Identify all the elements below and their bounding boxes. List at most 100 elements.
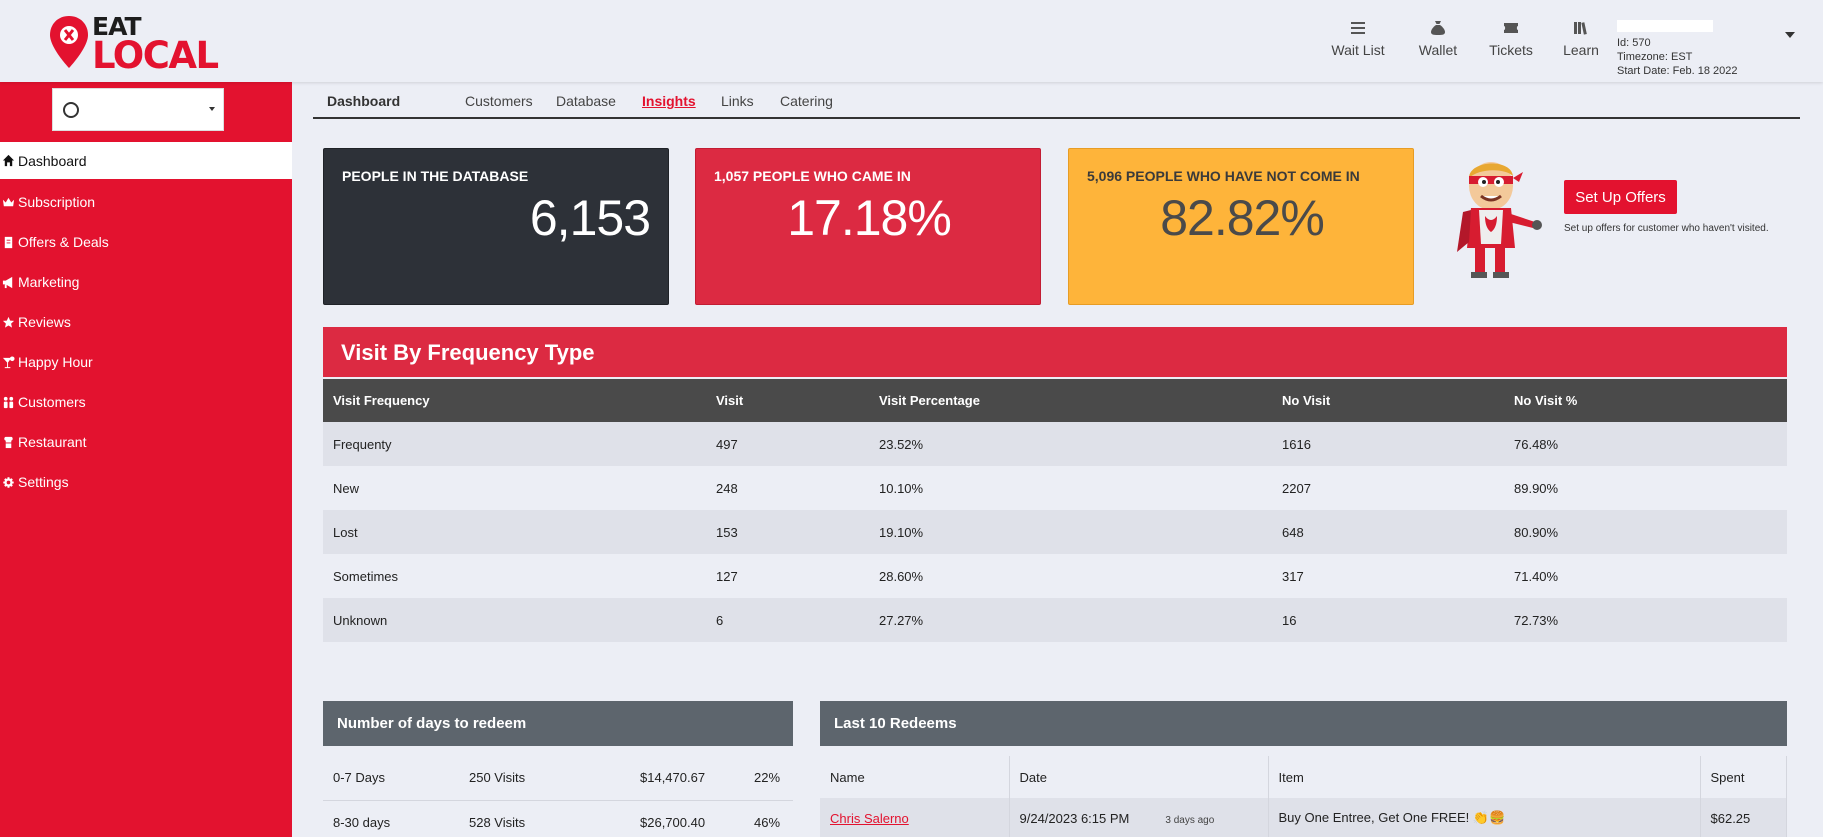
sidebar-item-settings[interactable]: Settings xyxy=(0,462,292,502)
last-redeems-table: Name Date Item Spent Chris Salerno 9/24/… xyxy=(820,756,1787,837)
table-cell: 0-7 Days xyxy=(323,756,459,801)
ticket-icon xyxy=(1504,23,1518,33)
column-header: Visit Frequency xyxy=(323,379,706,422)
nav-wallet[interactable]: Wallet xyxy=(1412,20,1464,58)
tab-database[interactable]: Database xyxy=(556,93,616,109)
sidebar-item-happy-hour[interactable]: Happy Hour xyxy=(0,342,292,382)
frequency-section-title: Visit By Frequency Type xyxy=(323,327,1787,377)
nav-wait-list-label: Wait List xyxy=(1331,42,1385,58)
tab-customers[interactable]: Customers xyxy=(465,93,533,109)
table-row: Unknown 6 27.27% 16 72.73% xyxy=(323,598,1787,642)
sidebar-item-marketing[interactable]: Marketing xyxy=(0,262,292,302)
sidebar-item-label: Subscription xyxy=(18,194,96,210)
table-cell: 2207 xyxy=(1272,466,1504,510)
table-cell: Lost xyxy=(323,510,706,554)
table-cell: Chris Salerno xyxy=(820,798,1010,837)
column-header: Visit xyxy=(706,379,869,422)
store-selector[interactable] xyxy=(52,88,224,131)
table-row: New 248 10.10% 2207 89.90% xyxy=(323,466,1787,510)
chevron-down-icon xyxy=(209,107,215,111)
superhero-mascot-image xyxy=(1457,162,1542,278)
table-cell: 89.90% xyxy=(1504,466,1787,510)
stat-card-not-come-in: 5,096 PEOPLE WHO HAVE NOT COME IN 82.82% xyxy=(1068,148,1414,305)
sidebar-item-dashboard[interactable]: Dashboard xyxy=(0,142,292,179)
coupon-icon xyxy=(4,236,13,248)
sidebar: Dashboard Subscription Offers & Deals Ma… xyxy=(0,82,292,837)
table-cell: 27.27% xyxy=(869,598,1272,642)
subnav-dashboard[interactable]: Dashboard xyxy=(327,93,401,109)
table-cell: New xyxy=(323,466,706,510)
column-header: Visit Percentage xyxy=(869,379,1272,422)
list-icon xyxy=(1351,22,1365,34)
sidebar-item-reviews[interactable]: Reviews xyxy=(0,302,292,342)
crown-icon xyxy=(2,197,15,206)
account-timezone: Timezone: EST xyxy=(1617,51,1693,63)
top-nav: Wait List Wallet Tickets Learn xyxy=(1322,20,1622,58)
column-header: Name xyxy=(820,756,1010,798)
account-menu[interactable]: Id: 570 Timezone: EST Start Date: Feb. 1… xyxy=(1617,20,1795,78)
sidebar-item-customers[interactable]: Customers xyxy=(0,382,292,422)
table-cell: $14,470.67 xyxy=(630,756,744,801)
nav-tickets[interactable]: Tickets xyxy=(1482,20,1540,58)
table-cell: 23.52% xyxy=(869,422,1272,466)
location-pin-icon xyxy=(50,16,88,68)
tab-links[interactable]: Links xyxy=(721,93,754,109)
nav-wait-list[interactable]: Wait List xyxy=(1322,20,1394,58)
eat-local-logo[interactable]: EAT LOCAL xyxy=(48,12,228,77)
sidebar-item-label: Reviews xyxy=(18,314,71,330)
globe-icon xyxy=(63,102,79,118)
redeem-relative-time: 3 days ago xyxy=(1165,814,1215,826)
sidebar-item-label: Settings xyxy=(18,474,69,490)
table-cell: Sometimes xyxy=(323,554,706,598)
table-cell: Frequenty xyxy=(323,422,706,466)
days-to-redeem-table: 0-7 Days 250 Visits $14,470.67 22% 8-30 … xyxy=(323,756,793,837)
set-up-offers-button[interactable]: Set Up Offers xyxy=(1564,180,1677,214)
nav-learn-label: Learn xyxy=(1563,42,1599,58)
tab-catering[interactable]: Catering xyxy=(780,93,833,109)
sidebar-item-offers-deals[interactable]: Offers & Deals xyxy=(0,222,292,262)
stat-label: PEOPLE IN THE DATABASE xyxy=(342,168,529,184)
table-cell: $26,700.40 xyxy=(630,800,744,837)
top-bar: EAT LOCAL Wait List Wallet Tickets Learn… xyxy=(0,0,1823,82)
nav-learn[interactable]: Learn xyxy=(1558,20,1604,58)
table-row: 0-7 Days 250 Visits $14,470.67 22% xyxy=(323,756,793,801)
sidebar-item-label: Marketing xyxy=(18,274,80,290)
table-cell: $62.25 xyxy=(1700,798,1787,837)
stat-value: 17.18% xyxy=(787,190,952,246)
table-cell: 8-30 days xyxy=(323,800,459,837)
set-up-offers-description: Set up offers for customer who haven't v… xyxy=(1564,223,1769,234)
cocktail-icon xyxy=(2,355,15,368)
table-cell: 250 Visits xyxy=(459,756,630,801)
table-cell: Buy One Entree, Get One FREE! 👏🍔 xyxy=(1268,798,1701,837)
table-cell: 10.10% xyxy=(869,466,1272,510)
tab-insights[interactable]: Insights xyxy=(642,93,696,109)
stat-label: 1,057 PEOPLE WHO CAME IN xyxy=(714,168,911,184)
sidebar-item-restaurant[interactable]: Restaurant xyxy=(0,422,292,462)
table-cell: 71.40% xyxy=(1504,554,1787,598)
column-header: No Visit xyxy=(1272,379,1504,422)
table-row: Frequenty 497 23.52% 1616 76.48% xyxy=(323,422,1787,466)
sidebar-item-subscription[interactable]: Subscription xyxy=(0,182,292,222)
sidebar-item-label: Restaurant xyxy=(18,434,87,450)
table-cell: 9/24/2023 6:15 PM 3 days ago xyxy=(1009,798,1269,837)
days-to-redeem-title: Number of days to redeem xyxy=(323,701,793,746)
chevron-down-icon[interactable] xyxy=(1785,32,1795,38)
people-icon xyxy=(3,396,14,408)
table-row: Lost 153 19.10% 648 80.90% xyxy=(323,510,1787,554)
account-id: Id: 570 xyxy=(1617,37,1651,49)
table-cell: 153 xyxy=(706,510,869,554)
frequency-table: Visit Frequency Visit Visit Percentage N… xyxy=(323,379,1787,642)
table-cell: 317 xyxy=(1272,554,1504,598)
dashboard-subnav: Dashboard Customers Database Insights Li… xyxy=(313,82,1800,119)
star-icon xyxy=(2,316,15,328)
table-row: 8-30 days 528 Visits $26,700.40 46% xyxy=(323,800,793,837)
customer-name-link[interactable]: Chris Salerno xyxy=(830,810,909,826)
stat-card-database: PEOPLE IN THE DATABASE 6,153 xyxy=(323,148,669,305)
stat-value: 6,153 xyxy=(529,190,651,246)
table-cell: 127 xyxy=(706,554,869,598)
table-cell: Unknown xyxy=(323,598,706,642)
table-header-row: Name Date Item Spent xyxy=(820,756,1787,798)
sidebar-item-label: Offers & Deals xyxy=(18,234,109,250)
table-cell: 648 xyxy=(1272,510,1504,554)
nav-wallet-label: Wallet xyxy=(1418,42,1458,58)
